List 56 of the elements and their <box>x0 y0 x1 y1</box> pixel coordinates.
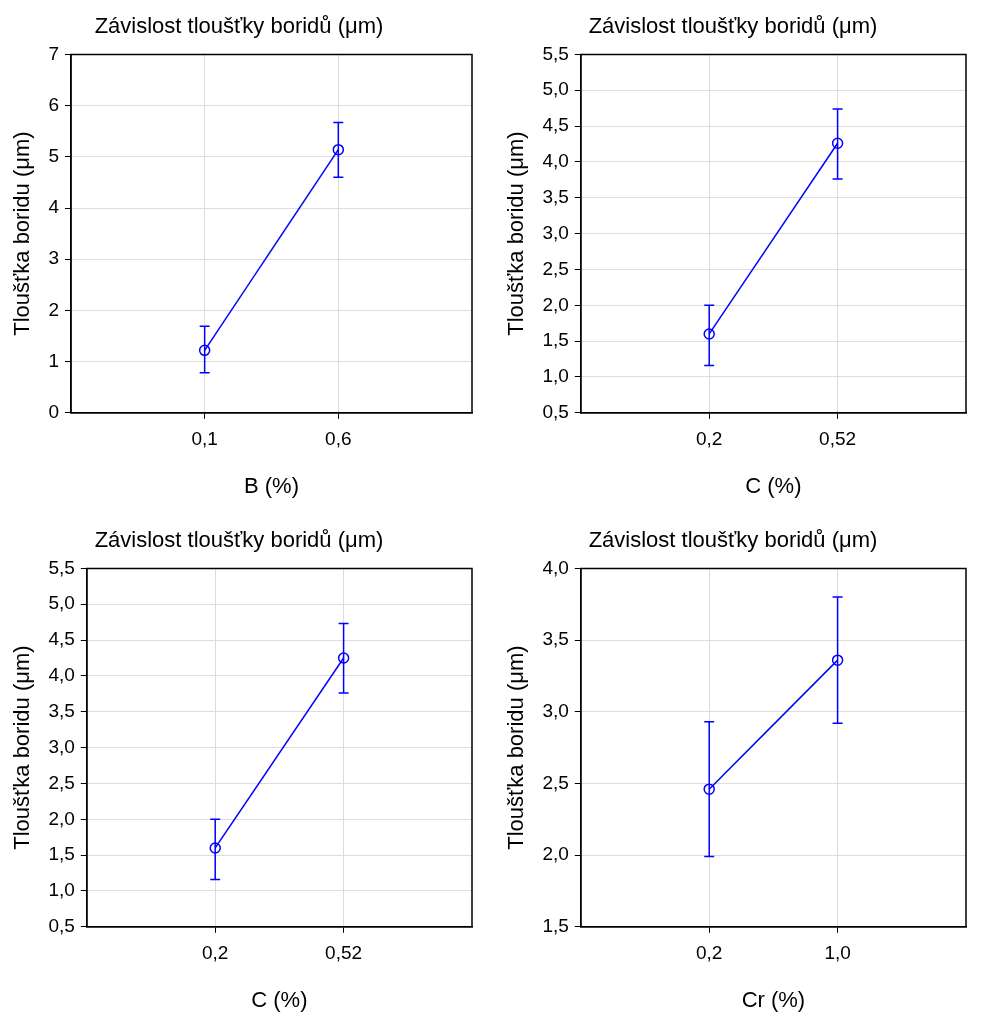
y-tick-label: 0 <box>48 401 59 423</box>
y-tick-label: 2,0 <box>48 807 75 829</box>
y-tick-label: 4,5 <box>48 628 75 650</box>
y-tick-label: 5,0 <box>48 592 75 614</box>
x-tick-label: 0,52 <box>325 942 363 964</box>
y-tick-label: 2,5 <box>542 771 569 793</box>
y-tick-label: 0,5 <box>48 915 75 937</box>
y-axis-title: Tloušťka boridu (μm) <box>9 131 35 336</box>
y-tick-label: 1,5 <box>542 915 569 937</box>
y-tick-label: 4,5 <box>542 114 569 136</box>
y-tick-label: 1 <box>48 349 59 371</box>
y-tick-label: 3,5 <box>542 185 569 207</box>
y-tick-label: 3,0 <box>48 735 75 757</box>
y-tick-label: 4,0 <box>542 556 569 578</box>
chart-title: Závislost tloušťky boridů (μm) <box>94 13 384 39</box>
x-tick-label: 0,52 <box>819 428 857 450</box>
x-tick-label: 0,2 <box>202 942 229 964</box>
y-tick-label: 6 <box>48 93 59 115</box>
x-axis-title: C (%) <box>745 472 802 498</box>
y-tick-label: 3,5 <box>542 628 569 650</box>
chart-title: Závislost tloušťky boridů (μm) <box>588 527 878 553</box>
y-tick-label: 2,5 <box>48 771 75 793</box>
y-tick-label: 2,0 <box>542 293 569 315</box>
y-tick-label: 2 <box>48 298 59 320</box>
y-tick-label: 1,5 <box>48 843 75 865</box>
y-tick-label: 5 <box>48 145 59 167</box>
y-tick-label: 2,5 <box>542 257 569 279</box>
y-tick-label: 5,5 <box>542 42 569 64</box>
y-tick-label: 5,5 <box>48 556 75 578</box>
y-tick-label: 5,0 <box>542 78 569 100</box>
y-tick-label: 4 <box>48 196 60 218</box>
y-axis-title: Tloušťka boridu (μm) <box>503 645 529 850</box>
y-tick-label: 3,0 <box>542 221 569 243</box>
y-tick-label: 7 <box>48 42 59 64</box>
y-axis-title: Tloušťka boridu (μm) <box>9 645 35 850</box>
y-tick-label: 3 <box>48 247 59 269</box>
x-tick-label: 0,6 <box>325 428 352 450</box>
x-tick-label: 0,2 <box>696 942 723 964</box>
x-tick-label: 0,2 <box>696 428 723 450</box>
x-axis-title: Cr (%) <box>741 986 806 1012</box>
chart-title: Závislost tloušťky boridů (μm) <box>94 527 384 553</box>
y-tick-label: 2,0 <box>542 843 569 865</box>
chart-title: Závislost tloušťky boridů (μm) <box>588 13 878 39</box>
y-tick-label: 0,5 <box>542 401 569 423</box>
y-tick-label: 3,0 <box>542 699 569 721</box>
y-tick-label: 3,5 <box>48 699 75 721</box>
y-tick-label: 1,0 <box>48 879 75 901</box>
y-tick-label: 4,0 <box>542 150 569 172</box>
x-tick-label: 0,1 <box>191 428 218 450</box>
x-axis-title: C (%) <box>251 986 308 1012</box>
x-axis-title: B (%) <box>243 472 299 498</box>
y-tick-label: 4,0 <box>48 664 75 686</box>
y-tick-label: 1,0 <box>542 365 569 387</box>
y-axis-title: Tloušťka boridu (μm) <box>503 131 529 336</box>
y-tick-label: 1,5 <box>542 329 569 351</box>
x-tick-label: 1,0 <box>824 942 851 964</box>
